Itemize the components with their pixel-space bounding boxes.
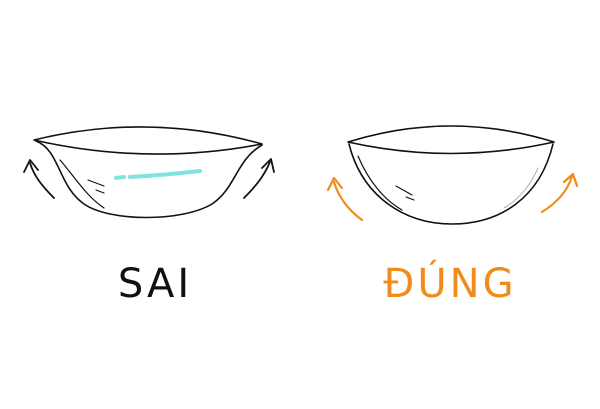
right-lens-body bbox=[348, 143, 554, 225]
right-right-arrow bbox=[540, 174, 574, 214]
right-lens-inner-line bbox=[357, 155, 403, 211]
wrong-example bbox=[23, 126, 275, 219]
wrong-right-arrow bbox=[243, 161, 271, 199]
wrong-label: SAI bbox=[117, 261, 193, 307]
right-lens-edge-line bbox=[503, 167, 539, 209]
wrong-lens-inner-line bbox=[59, 159, 105, 209]
right-left-arrow bbox=[332, 180, 364, 222]
wrong-left-arrowhead bbox=[23, 159, 39, 173]
right-lens-top-edge bbox=[347, 125, 555, 155]
right-left-arrowhead bbox=[326, 176, 344, 192]
right-lens-reflection bbox=[395, 185, 415, 201]
wrong-lens-highlight bbox=[114, 169, 202, 180]
wrong-lens-reflection bbox=[87, 179, 105, 194]
right-example bbox=[326, 125, 579, 225]
wrong-left-arrow bbox=[29, 162, 55, 199]
right-label: ĐÚNG bbox=[383, 261, 517, 307]
wrong-lens-top-edge bbox=[33, 126, 263, 155]
wrong-lens-body bbox=[35, 140, 263, 219]
right-right-arrowhead bbox=[562, 172, 579, 188]
wrong-right-arrowhead bbox=[261, 158, 275, 173]
